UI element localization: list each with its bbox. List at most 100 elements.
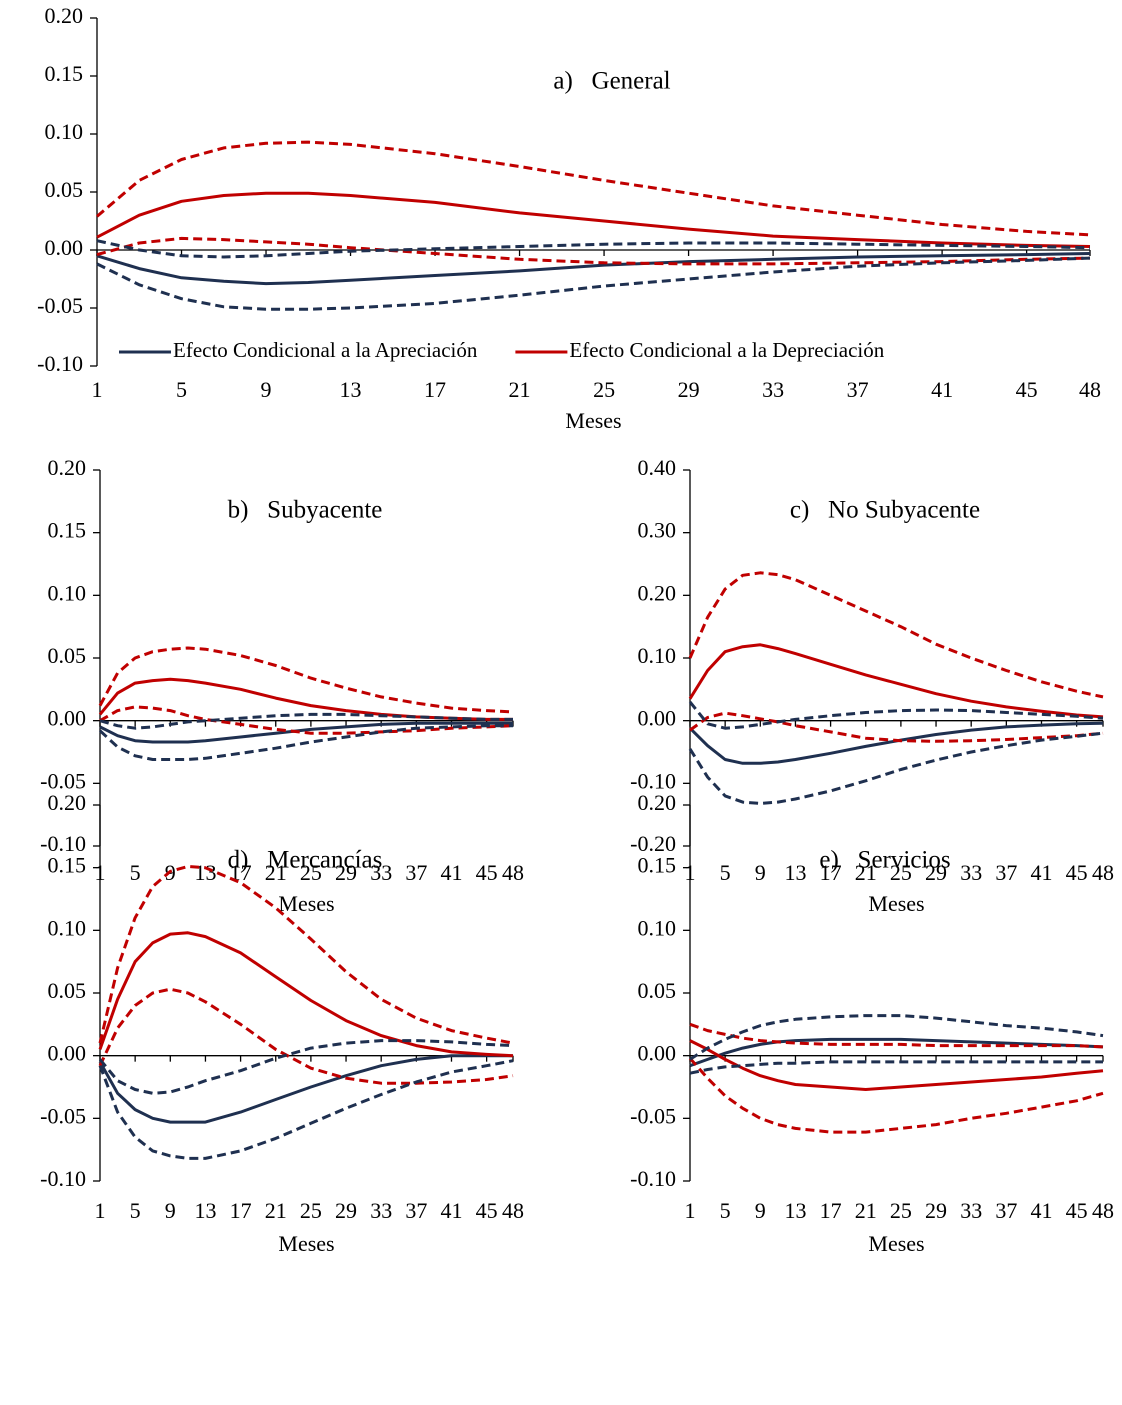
- x-tick-label: 21: [509, 377, 531, 402]
- legend-label: Efecto Condicional a la Depreciación: [569, 338, 884, 362]
- y-tick-label: 0.10: [638, 643, 677, 668]
- series-line: [98, 1054, 513, 1124]
- x-tick-label: 13: [784, 860, 806, 885]
- x-tick-label: 21: [855, 860, 877, 885]
- band-line: [688, 731, 1104, 805]
- x-tick-label: 48: [1092, 1198, 1114, 1223]
- band-line: [98, 1039, 514, 1095]
- series-line: [688, 721, 1104, 765]
- y-tick-label: 0.05: [48, 643, 87, 668]
- y-tick-label: -0.10: [630, 1166, 676, 1191]
- x-tick-label: 1: [92, 377, 103, 402]
- y-tick-label: 0.40: [638, 455, 677, 480]
- y-tick-label: -0.05: [40, 1103, 86, 1128]
- x-tick-label: 9: [755, 860, 766, 885]
- x-tick-label: 5: [130, 860, 141, 885]
- x-tick-label: 37: [995, 860, 1017, 885]
- y-tick-label: 0.10: [48, 580, 87, 605]
- band-line: [96, 239, 1091, 259]
- series-line: [689, 1037, 1104, 1068]
- chart-title: b) Subyacente: [228, 497, 383, 524]
- x-tick-label: 25: [593, 377, 615, 402]
- y-tick-label: 0.10: [48, 915, 87, 940]
- x-tick-label: 5: [130, 1198, 141, 1223]
- y-tick-label: 0.15: [45, 61, 84, 86]
- band-line: [689, 1060, 1103, 1075]
- x-tick-label: 33: [960, 860, 982, 885]
- x-axis-label: Meses: [565, 408, 621, 433]
- x-tick-label: 45: [476, 860, 498, 885]
- x-tick-label: 45: [1066, 1198, 1088, 1223]
- x-tick-label: 25: [890, 860, 912, 885]
- y-tick-label: 0.05: [48, 978, 87, 1003]
- x-axis-label: Meses: [868, 891, 924, 916]
- x-tick-label: 45: [476, 1198, 498, 1223]
- band-line: [96, 236, 1091, 266]
- x-tick-label: 1: [95, 1198, 106, 1223]
- y-tick-label: 0.30: [638, 518, 677, 543]
- x-tick-label: 5: [176, 377, 187, 402]
- y-tick-label: 0.20: [638, 580, 677, 605]
- y-tick-label: -0.10: [40, 1166, 86, 1191]
- y-tick-label: -0.10: [630, 768, 676, 793]
- legend: Efecto Condicional a la Apreciación Efect…: [119, 338, 885, 362]
- x-tick-label: 17: [820, 860, 842, 885]
- x-tick-label: 13: [194, 1198, 216, 1223]
- x-tick-label: 17: [424, 377, 446, 402]
- x-tick-label: 13: [340, 377, 362, 402]
- band-line: [688, 700, 1104, 730]
- band-line: [688, 571, 1104, 699]
- y-tick-label: 0.15: [638, 853, 677, 878]
- series-line: [96, 191, 1091, 248]
- x-tick-label: 41: [440, 860, 462, 885]
- chart-title: d) Mercancías: [228, 847, 383, 874]
- x-tick-label: 37: [995, 1198, 1017, 1223]
- series-line: [689, 1039, 1104, 1091]
- y-tick-label: 0.15: [48, 853, 87, 878]
- x-tick-label: 17: [820, 1198, 842, 1223]
- x-tick-label: 48: [502, 1198, 524, 1223]
- chart-title: e) Servicios: [819, 847, 950, 874]
- x-tick-label: 21: [855, 1198, 877, 1223]
- x-tick-label: 25: [300, 1198, 322, 1223]
- panel: -0.20-0.100.000.100.200.300.401 5 9 13 17 21 2…: [630, 455, 1114, 916]
- x-tick-label: 41: [440, 1198, 462, 1223]
- x-tick-label: 9: [755, 1198, 766, 1223]
- x-tick-label: 29: [678, 377, 700, 402]
- y-tick-label: -0.05: [630, 1103, 676, 1128]
- y-tick-label: -0.10: [37, 351, 83, 376]
- x-axis-label: Meses: [278, 1231, 334, 1256]
- panel: -0.10-0.050.000.050.100.150.201 5 9 13 17 21 2…: [40, 790, 524, 1256]
- x-tick-label: 25: [300, 860, 322, 885]
- panel: -0.10-0.050.000.050.100.150.201 5 9 13 17 21 2…: [37, 3, 1101, 433]
- band-line: [99, 712, 513, 730]
- series-line: [98, 931, 514, 1058]
- y-tick-label: -0.05: [37, 293, 83, 318]
- band-line: [98, 724, 513, 761]
- y-tick-label: 0.05: [45, 177, 84, 202]
- y-tick-label: 0.15: [48, 518, 87, 543]
- y-tick-label: 0.00: [48, 706, 87, 731]
- panel: -0.10-0.050.000.050.100.150.201 5 9 13 17 21 2…: [630, 790, 1114, 1256]
- band-line: [98, 864, 514, 1045]
- y-tick-label: 0.20: [48, 455, 87, 480]
- x-tick-label: 37: [405, 1198, 427, 1223]
- x-tick-label: 33: [762, 377, 784, 402]
- x-tick-label: 17: [230, 1198, 252, 1223]
- y-tick-label: 0.20: [45, 3, 84, 28]
- legend-label: Efecto Condicional a la Apreciación: [173, 338, 478, 362]
- series-line: [99, 721, 513, 744]
- x-tick-label: 5: [720, 1198, 731, 1223]
- x-tick-label: 9: [165, 1198, 176, 1223]
- x-tick-label: 41: [1030, 860, 1052, 885]
- x-tick-label: 29: [335, 1198, 357, 1223]
- x-tick-label: 5: [720, 860, 731, 885]
- x-tick-label: 13: [784, 1198, 806, 1223]
- band-line: [688, 1057, 1104, 1134]
- chart-title: c) No Subyacente: [790, 497, 980, 524]
- y-tick-label: -0.05: [40, 768, 86, 793]
- series-line: [96, 252, 1091, 286]
- x-tick-label: 33: [960, 1198, 982, 1223]
- band-line: [96, 256, 1091, 311]
